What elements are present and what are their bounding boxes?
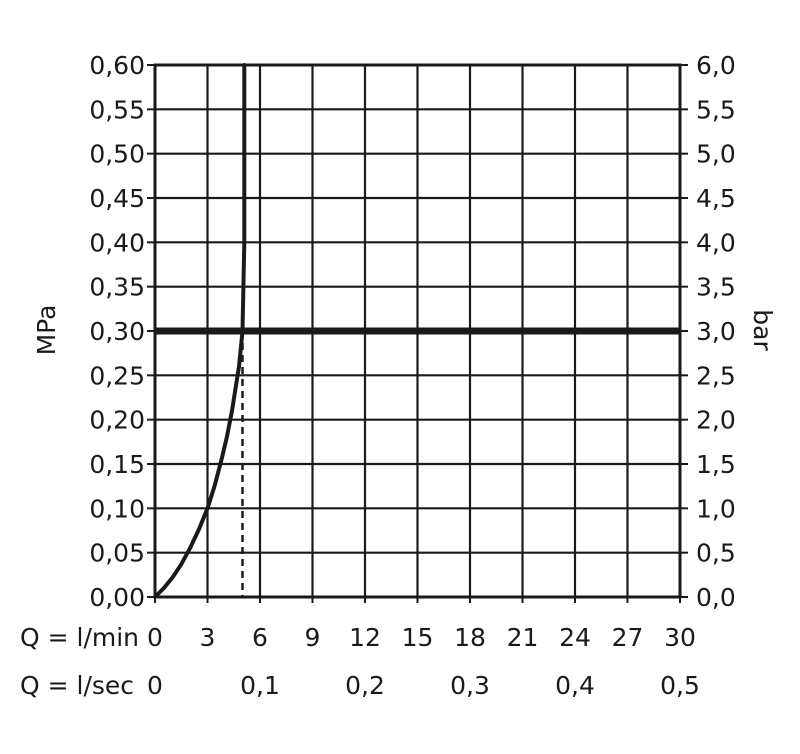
series-layer (153, 63, 680, 599)
y-right-tick-label: 5,0 (696, 140, 736, 169)
x-secondary-tick-label: 0,3 (450, 671, 490, 700)
tick-labels: 0,00 0,00,05 0,50,10 1,00,15 1,50,20 2,00,25 2… (89, 51, 735, 700)
y-right-tick-label: 0,5 (696, 539, 736, 568)
x-secondary-tick-label: 0,2 (345, 671, 385, 700)
y-right-tick-label: 2,5 (696, 361, 736, 390)
y-right-tick-label: 1,0 (696, 494, 736, 523)
x-secondary-tick-label: 0,1 (240, 671, 280, 700)
flow-curve-series (153, 63, 247, 599)
y-left-tick-label: 0,60 (89, 51, 145, 80)
x-secondary-tick-label: 0 (147, 671, 163, 700)
y-left-tick-label: 0,30 (89, 317, 145, 346)
y-left-axis-title: MPa (32, 305, 61, 356)
x-secondary-tick-label: 0,5 (660, 671, 700, 700)
y-right-tick-label: 2,0 (696, 406, 736, 435)
x-primary-tick-label: 0 (147, 623, 163, 652)
x-secondary-tick-label: 0,4 (555, 671, 595, 700)
y-right-tick-label: 6,0 (696, 51, 736, 80)
y-left-tick-label: 0,05 (89, 539, 145, 568)
x-secondary-axis-title: Q = l/sec (20, 671, 134, 700)
x-primary-tick-label: 9 (305, 623, 321, 652)
x-primary-tick-label: 18 (454, 623, 486, 652)
x-primary-tick-label: 3 (200, 623, 216, 652)
y-left-tick-label: 0,00 (89, 583, 145, 612)
y-left-tick-label: 0,35 (89, 273, 145, 302)
y-left-tick-label: 0,50 (89, 140, 145, 169)
y-left-tick-label: 0,40 (89, 228, 145, 257)
y-right-tick-label: 3,0 (696, 317, 736, 346)
y-right-tick-label: 3,5 (696, 273, 736, 302)
x-primary-tick-label: 15 (402, 623, 434, 652)
y-left-tick-label: 0,15 (89, 450, 145, 479)
x-primary-tick-label: 6 (252, 623, 268, 652)
y-left-tick-label: 0,25 (89, 361, 145, 390)
y-right-tick-label: 4,5 (696, 184, 736, 213)
y-right-tick-label: 0,0 (696, 583, 736, 612)
y-left-tick-label: 0,45 (89, 184, 145, 213)
y-left-tick-label: 0,20 (89, 406, 145, 435)
x-primary-tick-label: 24 (559, 623, 591, 652)
x-primary-axis-title: Q = l/min (20, 623, 139, 652)
y-right-axis-title: bar (748, 309, 777, 351)
x-primary-tick-label: 12 (349, 623, 381, 652)
plot-frame (147, 63, 688, 603)
y-right-tick-label: 4,0 (696, 228, 736, 257)
y-right-tick-label: 5,5 (696, 95, 736, 124)
y-left-tick-label: 0,55 (89, 95, 145, 124)
x-primary-tick-label: 21 (507, 623, 539, 652)
y-left-tick-label: 0,10 (89, 494, 145, 523)
plot-border (153, 63, 682, 599)
x-primary-tick-label: 27 (612, 623, 644, 652)
y-right-tick-label: 1,5 (696, 450, 736, 479)
x-primary-tick-label: 30 (664, 623, 696, 652)
